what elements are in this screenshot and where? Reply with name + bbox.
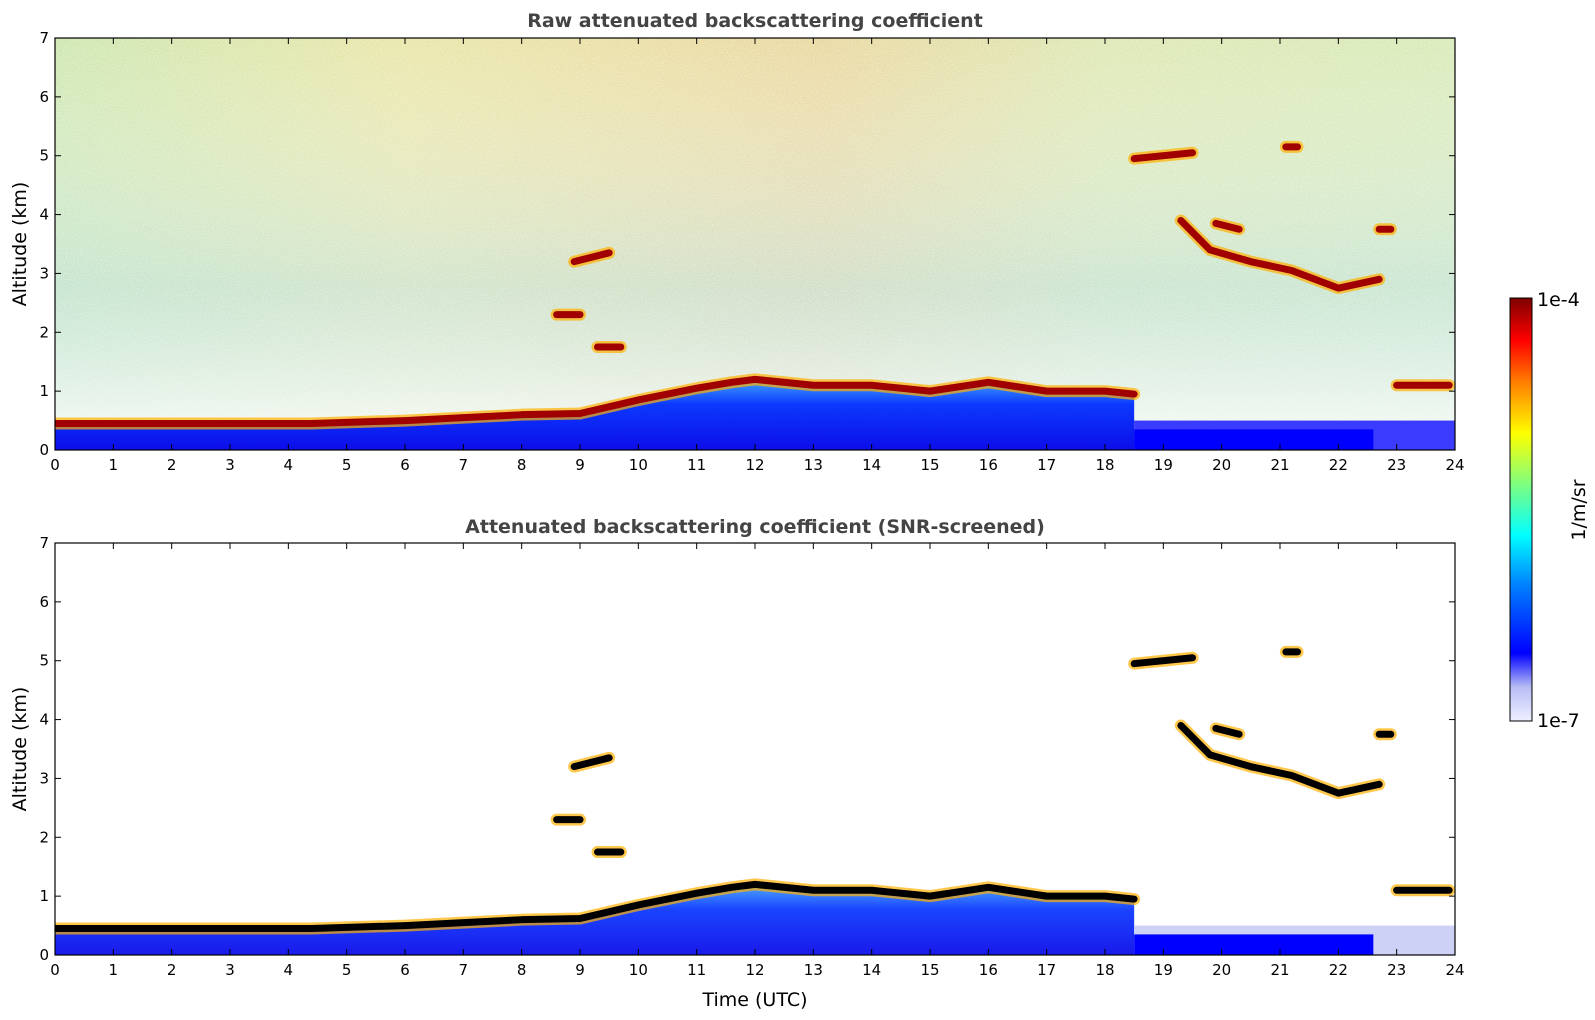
screened-ytick-label: 4	[39, 711, 49, 729]
raw-ytick-label: 3	[39, 264, 49, 282]
raw-xtick-label: 18	[1095, 456, 1114, 474]
screened-ticks: 0 1 2 3 4 5 6 7 8 9 10 11 12 13 14 15 16 17 18 19 20 21 22 23 24…	[39, 534, 1464, 979]
raw-xtick-label: 6	[400, 456, 410, 474]
raw-xtick-label: 19	[1154, 456, 1173, 474]
screened-layer-cirrus-19	[1130, 654, 1196, 668]
raw-xtick-label: 20	[1212, 456, 1231, 474]
raw-ytick-label: 4	[39, 206, 49, 224]
screened-xtick-label: 21	[1270, 961, 1289, 979]
raw-xtick-label: 24	[1445, 456, 1464, 474]
screened-xtick-label: 4	[284, 961, 294, 979]
screened-xtick-label: 15	[920, 961, 939, 979]
screened-ytick-label: 2	[39, 828, 49, 846]
screened-layer-elevated-layer-0900	[570, 754, 613, 771]
screened-ytick-label: 7	[39, 534, 49, 552]
colorbar-unit-label: 1/m/sr	[1568, 479, 1590, 540]
screened-layer-layer-20-39	[1212, 724, 1243, 738]
colorbar-min-label: 1e-7	[1537, 710, 1580, 732]
screened-xtick-label: 16	[979, 961, 998, 979]
screened-xtick-label: 20	[1212, 961, 1231, 979]
screened-ytick-label: 6	[39, 593, 49, 611]
raw-surface-layer	[1134, 429, 1374, 450]
screened-xtick-label: 9	[575, 961, 585, 979]
screened-xtick-label: 19	[1154, 961, 1173, 979]
screened-surface-layer	[1134, 934, 1374, 955]
raw-xtick-label: 10	[629, 456, 648, 474]
raw-ytick-label: 6	[39, 88, 49, 106]
raw-xtick-label: 8	[517, 456, 527, 474]
screened-xtick-label: 8	[517, 961, 527, 979]
raw-xtick-label: 4	[284, 456, 294, 474]
screened-ytick-label: 3	[39, 769, 49, 787]
raw-xtick-label: 17	[1037, 456, 1056, 474]
raw-xtick-label: 5	[342, 456, 352, 474]
screened-xtick-label: 0	[50, 961, 60, 979]
screened-layers	[55, 645, 1455, 955]
raw-xtick-label: 16	[979, 456, 998, 474]
raw-xtick-label: 22	[1329, 456, 1348, 474]
raw-ytick-label: 1	[39, 382, 49, 400]
screened-xtick-label: 7	[459, 961, 469, 979]
raw-ylabel: Altitude (km)	[9, 182, 31, 307]
raw-xtick-label: 21	[1270, 456, 1289, 474]
panel-screened: Attenuated backscattering coefficient (S…	[9, 516, 1465, 1011]
raw-ytick-label: 7	[39, 29, 49, 47]
panel-raw: Raw attenuated backscattering coefficien…	[9, 10, 1465, 474]
raw-xtick-label: 15	[920, 456, 939, 474]
screened-layer-boundary-layer-top	[55, 880, 1138, 933]
screened-xtick-label: 13	[804, 961, 823, 979]
raw-xtick-label: 7	[459, 456, 469, 474]
colorbar-gradient	[1509, 297, 1533, 722]
screened-xtick-label: 10	[629, 961, 648, 979]
raw-xtick-label: 2	[167, 456, 177, 474]
raw-ytick-label: 0	[39, 441, 49, 459]
screened-xtick-label: 3	[225, 961, 235, 979]
panel-screened-title: Attenuated backscattering coefficient (S…	[465, 516, 1045, 538]
screened-xtick-label: 1	[109, 961, 119, 979]
panel-raw-title: Raw attenuated backscattering coefficien…	[527, 10, 983, 32]
screened-xtick-label: 24	[1445, 961, 1464, 979]
raw-xtick-label: 9	[575, 456, 585, 474]
screened-xtick-label: 2	[167, 961, 177, 979]
colorbar-max-label: 1e-4	[1537, 289, 1580, 311]
raw-layer-elevated-layer-0900	[570, 249, 613, 266]
raw-xtick-label: 23	[1387, 456, 1406, 474]
screened-ylabel: Altitude (km)	[9, 687, 31, 812]
raw-xtick-label: 1	[109, 456, 119, 474]
screened-xtick-label: 23	[1387, 961, 1406, 979]
raw-xtick-label: 3	[225, 456, 235, 474]
raw-xtick-label: 11	[687, 456, 706, 474]
raw-xtick-label: 13	[804, 456, 823, 474]
raw-layer-slanted-layer	[1177, 216, 1383, 292]
raw-xtick-label: 12	[745, 456, 764, 474]
screened-ytick-label: 0	[39, 946, 49, 964]
screened-xlabel: Time (UTC)	[701, 989, 807, 1011]
screened-xtick-label: 5	[342, 961, 352, 979]
screened-xtick-label: 14	[862, 961, 881, 979]
raw-ticks: 0 1 2 3 4 5 6 7 8 9 10 11 12 13 14 15 16 17 18 19 20 21 22 23 24…	[39, 29, 1464, 474]
screened-xtick-label: 18	[1095, 961, 1114, 979]
raw-layer-cirrus-19	[1130, 149, 1196, 163]
raw-xtick-label: 14	[862, 456, 881, 474]
colorbar: 1e-4 1e-7 1/m/sr	[1509, 289, 1590, 732]
raw-layers	[55, 140, 1455, 450]
raw-xtick-label: 0	[50, 456, 60, 474]
screened-xtick-label: 22	[1329, 961, 1348, 979]
raw-heatmap	[55, 38, 1455, 450]
screened-xtick-label: 6	[400, 961, 410, 979]
raw-layer-layer-20-39	[1212, 219, 1243, 233]
screened-xtick-label: 17	[1037, 961, 1056, 979]
screened-ytick-label: 1	[39, 887, 49, 905]
raw-ytick-label: 2	[39, 323, 49, 341]
screened-heatmap	[55, 543, 1455, 955]
screened-ytick-label: 5	[39, 652, 49, 670]
screened-layer-slanted-layer	[1177, 721, 1383, 797]
screened-xtick-label: 12	[745, 961, 764, 979]
screened-xtick-label: 11	[687, 961, 706, 979]
raw-layer-boundary-layer-top	[55, 375, 1138, 428]
raw-ytick-label: 5	[39, 147, 49, 165]
